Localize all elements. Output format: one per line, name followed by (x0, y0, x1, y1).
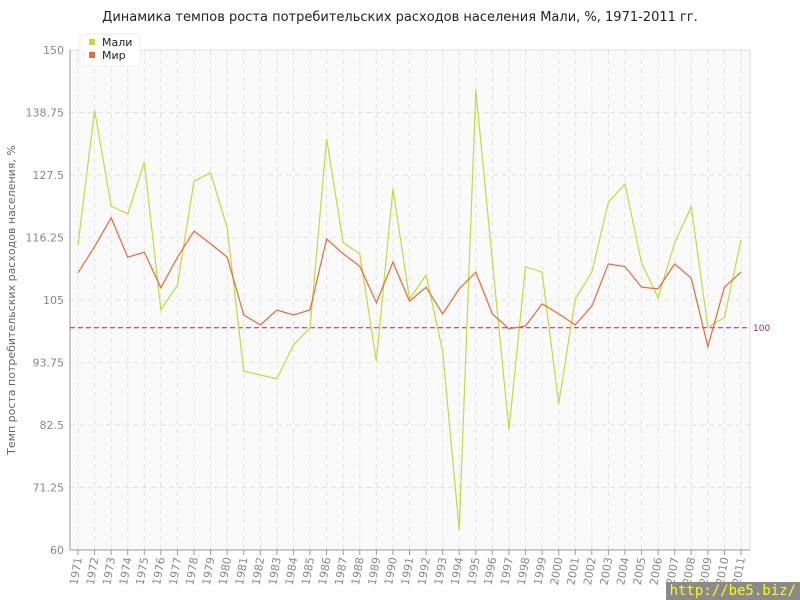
y-tick-label: 138.75 (26, 107, 65, 120)
x-tick-label: 2004 (614, 556, 632, 586)
x-tick-label: 1978 (183, 556, 201, 586)
x-tick-label: 1979 (200, 556, 218, 586)
x-tick-label: 1990 (382, 556, 400, 586)
x-tick-label: 2001 (565, 556, 583, 586)
x-tick-label: 1981 (233, 556, 251, 586)
x-tick-label: 1976 (150, 556, 168, 586)
reference-line-label: 100 (753, 324, 770, 334)
legend-label: Мали (102, 36, 132, 49)
x-tick-label: 1974 (117, 556, 135, 586)
legend-label: Мир (102, 49, 126, 62)
x-tick-label: 1985 (299, 556, 317, 586)
y-tick-label: 71.25 (33, 482, 65, 495)
x-tick-label: 2009 (697, 556, 715, 586)
watermark: http://be5.biz/ (665, 582, 800, 600)
x-tick-label: 2008 (681, 556, 699, 586)
x-tick-label: 2006 (647, 556, 665, 586)
x-tick-label: 2005 (631, 556, 649, 586)
x-tick-label: 1988 (349, 556, 367, 586)
y-tick-label: 105 (43, 294, 64, 307)
x-tick-label: 1999 (531, 556, 549, 586)
legend-swatch (89, 52, 95, 58)
x-tick-label: 1972 (84, 556, 102, 586)
x-tick-label: 2007 (664, 556, 682, 586)
x-tick-label: 2000 (548, 556, 566, 586)
x-tick-label: 1971 (67, 556, 85, 586)
x-tick-label: 1977 (167, 556, 185, 586)
x-tick-label: 2011 (730, 556, 748, 586)
x-tick-label: 1980 (216, 556, 234, 586)
x-tick-label: 2010 (714, 556, 732, 586)
x-tick-label: 1997 (498, 556, 516, 586)
x-tick-label: 1994 (449, 556, 467, 586)
x-tick-label: 1996 (482, 556, 500, 586)
x-tick-label: 2003 (598, 556, 616, 586)
x-tick-label: 2002 (581, 556, 599, 586)
x-tick-label: 1982 (250, 556, 268, 586)
y-tick-label: 116.25 (26, 232, 65, 245)
y-tick-label: 150 (43, 44, 64, 57)
x-tick-label: 1984 (283, 556, 301, 586)
legend-swatch (89, 39, 95, 45)
y-tick-label: 60 (50, 544, 64, 557)
x-tick-label: 1975 (134, 556, 152, 586)
y-tick-label: 127.5 (33, 169, 65, 182)
x-tick-label: 1998 (515, 556, 533, 586)
y-axis-label: Темп роста потребительских расходов насе… (5, 145, 18, 456)
y-tick-label: 82.5 (40, 419, 65, 432)
x-tick-label: 1989 (366, 556, 384, 586)
x-tick-label: 1995 (465, 556, 483, 586)
chart-title: Динамика темпов роста потребительских ра… (102, 10, 698, 25)
x-tick-label: 1993 (432, 556, 450, 586)
x-tick-label: 1992 (415, 556, 433, 586)
x-tick-label: 1973 (100, 556, 118, 586)
x-tick-label: 1991 (399, 556, 417, 586)
x-tick-label: 1986 (316, 556, 334, 586)
y-tick-label: 93.75 (33, 357, 65, 370)
x-tick-label: 1987 (332, 556, 350, 586)
x-tick-label: 1983 (266, 556, 284, 586)
